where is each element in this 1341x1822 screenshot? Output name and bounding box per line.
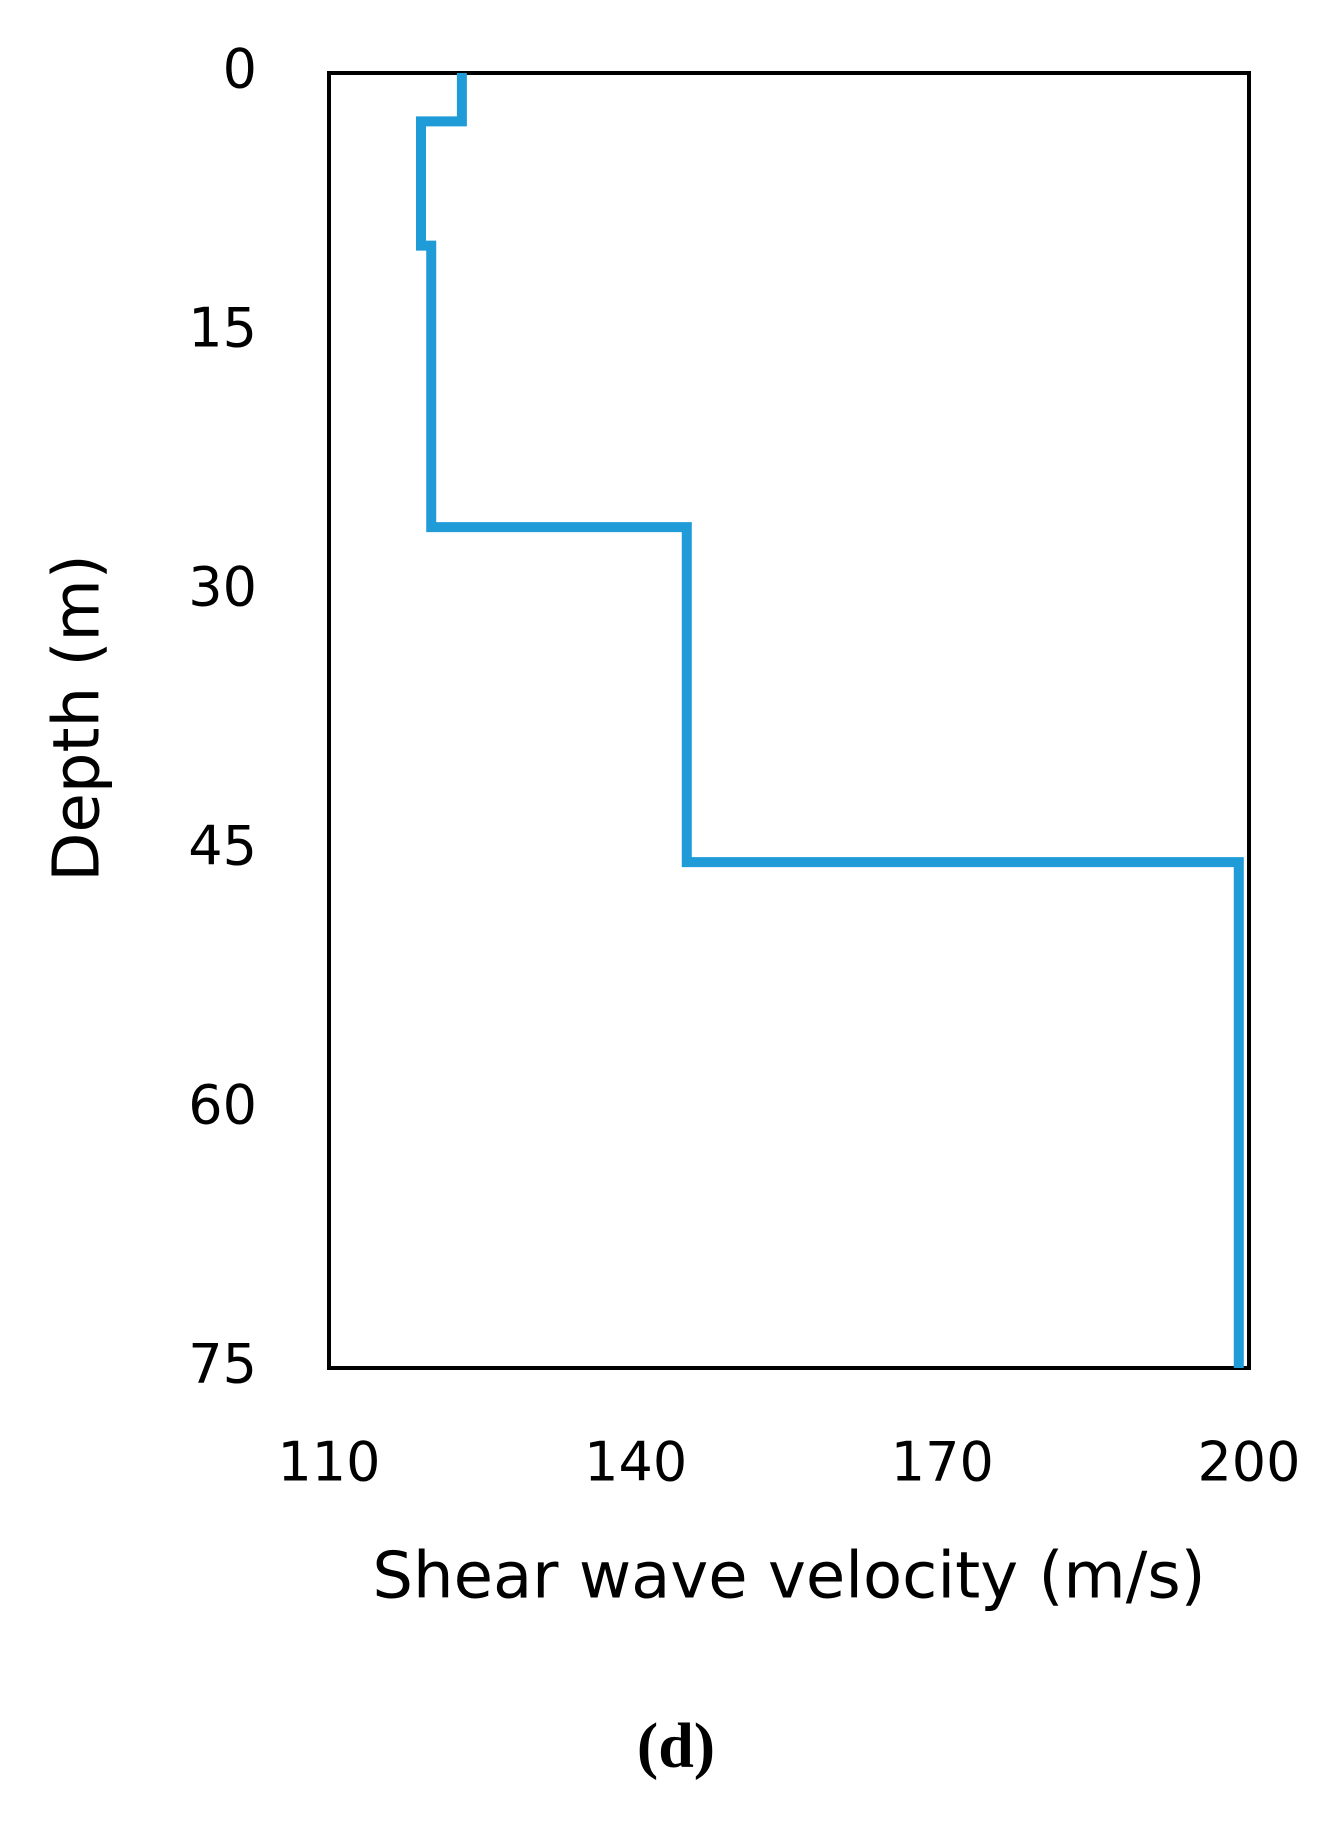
panel-label: (d) bbox=[637, 1710, 715, 1781]
y-tick-label: 30 bbox=[188, 556, 257, 619]
x-tick-label: 200 bbox=[1197, 1431, 1300, 1494]
y-tick-label: 0 bbox=[223, 38, 257, 101]
x-axis-label: Shear wave velocity (m/s) bbox=[372, 1540, 1205, 1614]
y-tick-label: 15 bbox=[188, 297, 257, 360]
y-tick-label: 60 bbox=[188, 1074, 257, 1137]
x-tick-label: 110 bbox=[277, 1431, 380, 1494]
x-tick-label: 170 bbox=[891, 1431, 994, 1494]
plot-frame bbox=[327, 71, 1251, 1370]
y-tick-label: 45 bbox=[188, 815, 257, 878]
x-tick-label: 140 bbox=[584, 1431, 687, 1494]
y-axis-label: Depth (m) bbox=[41, 554, 115, 882]
y-tick-label: 75 bbox=[188, 1333, 257, 1396]
data-line bbox=[416, 73, 1244, 1368]
